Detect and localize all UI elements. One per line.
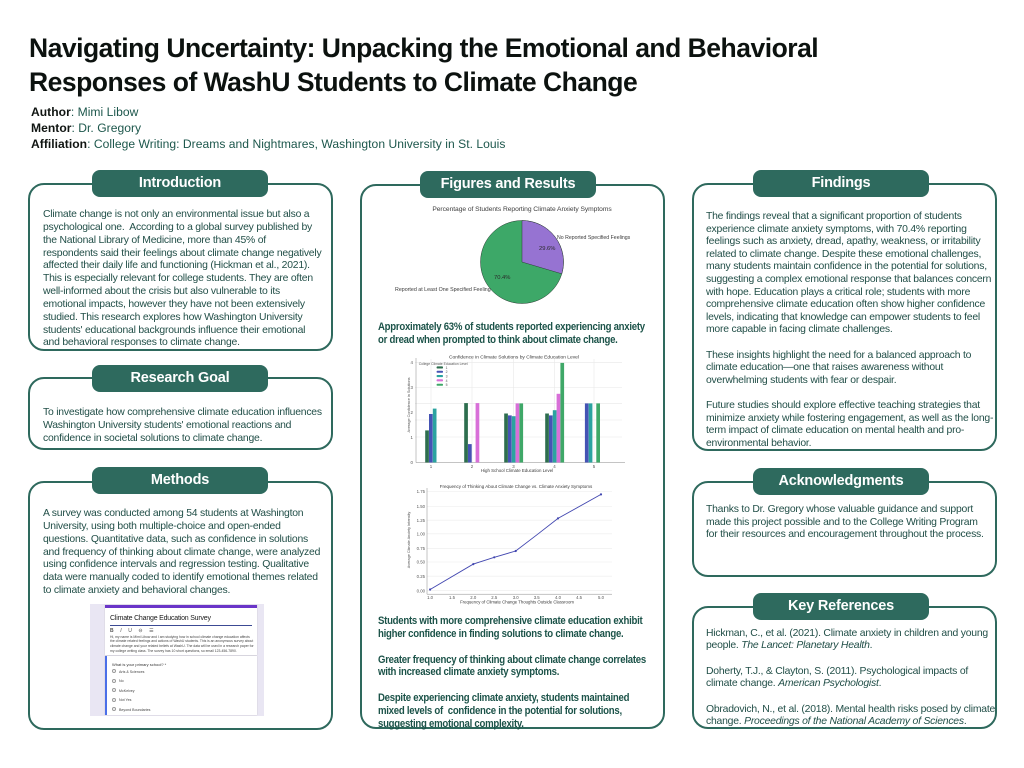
svg-text:Average Confidence in Solution: Average Confidence in Solutions xyxy=(407,377,411,432)
svg-text:High School Climate Education: High School Climate Education Level xyxy=(481,468,553,473)
svg-text:College Climate Education Leve: College Climate Education Level xyxy=(419,362,468,366)
svg-text:4: 4 xyxy=(553,464,556,469)
svg-text:Frequency of Thinking About Cl: Frequency of Thinking About Climate Chan… xyxy=(440,484,593,489)
svg-text:4: 4 xyxy=(411,360,414,365)
svg-text:70.4%: 70.4% xyxy=(494,275,510,281)
svg-text:0.75: 0.75 xyxy=(417,546,426,551)
svg-text:2.0: 2.0 xyxy=(470,595,477,600)
svg-text:No Reported Specified Feelings: No Reported Specified Feelings xyxy=(557,235,631,241)
svg-text:1: 1 xyxy=(430,464,433,469)
svg-text:1.25: 1.25 xyxy=(417,518,426,523)
svg-text:5: 5 xyxy=(593,464,596,469)
svg-text:4.0: 4.0 xyxy=(555,595,562,600)
svg-text:1.00: 1.00 xyxy=(417,532,426,537)
svg-text:29.6%: 29.6% xyxy=(539,246,555,252)
svg-text:1.75: 1.75 xyxy=(417,489,426,494)
svg-text:3: 3 xyxy=(411,385,414,390)
svg-text:5: 5 xyxy=(446,383,448,387)
svg-text:1.50: 1.50 xyxy=(417,504,426,509)
svg-text:2: 2 xyxy=(411,410,414,415)
svg-text:3.5: 3.5 xyxy=(534,595,541,600)
svg-text:Reported at Least One Specifie: Reported at Least One Specified Feeling xyxy=(395,287,491,293)
svg-text:2: 2 xyxy=(471,464,474,469)
svg-text:5.0: 5.0 xyxy=(598,595,605,600)
svg-text:0.50: 0.50 xyxy=(417,560,426,565)
svg-text:1: 1 xyxy=(446,366,448,370)
svg-text:4.5: 4.5 xyxy=(576,595,583,600)
svg-text:Average Climate Anxiety Intens: Average Climate Anxiety Intensity xyxy=(407,512,411,569)
svg-text:4: 4 xyxy=(446,379,448,383)
svg-text:1.0: 1.0 xyxy=(427,595,434,600)
svg-text:Percentage of Students Reporti: Percentage of Students Reporting Climate… xyxy=(432,206,612,213)
svg-text:3: 3 xyxy=(512,464,515,469)
svg-text:3.0: 3.0 xyxy=(513,595,520,600)
svg-text:0.25: 0.25 xyxy=(417,574,426,579)
svg-text:1.5: 1.5 xyxy=(449,595,456,600)
svg-text:1: 1 xyxy=(411,435,414,440)
svg-text:3: 3 xyxy=(446,375,448,379)
svg-text:2.5: 2.5 xyxy=(491,595,498,600)
svg-text:Confidence in Climate Solution: Confidence in Climate Solutions by Clima… xyxy=(449,355,579,361)
svg-text:0.00: 0.00 xyxy=(417,589,426,594)
svg-text:2: 2 xyxy=(446,370,448,374)
svg-text:0: 0 xyxy=(411,460,414,465)
svg-text:Frequency of Climate Change Th: Frequency of Climate Change Thoughts Out… xyxy=(460,600,574,605)
